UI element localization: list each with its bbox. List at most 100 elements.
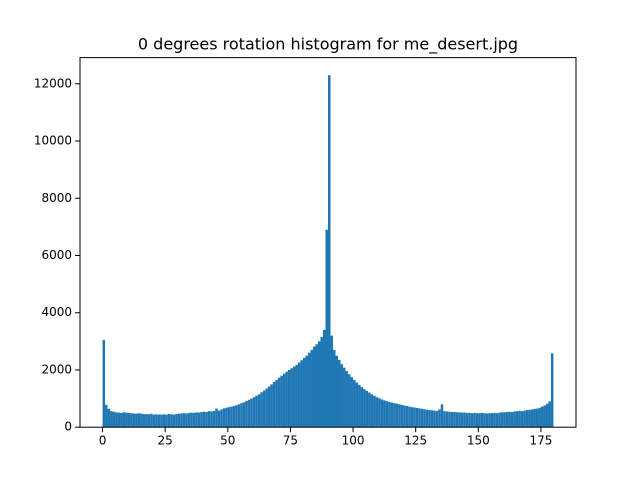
bar [242, 402, 246, 428]
bar [493, 412, 496, 428]
bar [140, 413, 143, 428]
bar [260, 392, 263, 428]
bar [405, 406, 409, 428]
bar [490, 413, 494, 428]
bar [438, 409, 441, 428]
bar [445, 411, 449, 428]
bar [520, 411, 524, 428]
bar [177, 413, 181, 428]
bar [345, 371, 349, 428]
bar [225, 407, 228, 428]
bar [227, 407, 231, 428]
bar [272, 381, 276, 428]
bar [398, 404, 401, 428]
bar [310, 349, 313, 428]
bar [325, 229, 328, 428]
bar [335, 355, 339, 428]
bar [102, 339, 106, 428]
bar [408, 406, 411, 428]
x-tick-label: 150 [467, 434, 490, 448]
bar [505, 412, 509, 428]
bar [513, 411, 516, 428]
x-tick-label: 100 [342, 434, 365, 448]
x-tick-label: 125 [404, 434, 427, 448]
bar [302, 357, 306, 428]
bar [415, 408, 419, 428]
x-tick-label: 25 [158, 434, 173, 448]
bar [478, 413, 481, 428]
bar [217, 410, 221, 428]
bar [425, 409, 429, 428]
bar [202, 411, 206, 428]
bar [363, 389, 366, 428]
bar [312, 346, 316, 428]
bar [265, 388, 268, 428]
bar [333, 349, 336, 428]
bar [355, 382, 359, 428]
bar [125, 412, 128, 428]
bar [297, 362, 301, 428]
bar [135, 413, 138, 428]
bar [525, 410, 529, 428]
bar [383, 400, 386, 428]
bar [348, 374, 351, 428]
bar [247, 399, 251, 428]
bar [480, 412, 484, 428]
bar [317, 341, 321, 428]
y-tick-label: 8000 [41, 191, 72, 205]
bar [200, 412, 203, 428]
bar [182, 413, 186, 428]
bar [222, 408, 226, 428]
bar [543, 405, 546, 428]
bar [453, 412, 456, 428]
bar [448, 411, 451, 428]
bar [230, 406, 233, 428]
bar [192, 412, 196, 428]
bar [433, 410, 436, 428]
bar [167, 414, 171, 428]
bar [450, 412, 454, 428]
bar [285, 371, 288, 428]
y-tick-label: 4000 [41, 305, 72, 319]
bar [528, 409, 531, 428]
bar [152, 414, 156, 428]
bar [190, 412, 193, 428]
bar [548, 401, 551, 428]
bar [105, 404, 108, 428]
bar [300, 360, 303, 428]
x-tick-label: 175 [529, 434, 552, 448]
bar [390, 402, 394, 428]
bar [215, 408, 218, 428]
bar [185, 413, 188, 428]
bar [212, 410, 216, 428]
bar [465, 412, 469, 428]
bar [330, 335, 334, 428]
bar [358, 384, 361, 428]
bar [277, 377, 281, 428]
bar [440, 404, 444, 428]
bar [353, 379, 356, 428]
y-tick-label: 2000 [41, 362, 72, 376]
bar [373, 395, 376, 428]
bar [207, 411, 211, 428]
bar [137, 413, 141, 428]
bar [257, 394, 261, 428]
bar [235, 405, 238, 428]
bar [360, 387, 364, 428]
bar [180, 413, 183, 428]
y-tick-label: 12000 [34, 76, 72, 90]
bar [110, 411, 113, 428]
bar [328, 75, 331, 428]
bar [403, 405, 406, 428]
bar [237, 404, 241, 428]
bar [343, 367, 346, 428]
bar [458, 412, 461, 428]
bar [488, 413, 491, 428]
bar [120, 412, 123, 428]
bar [240, 403, 243, 428]
bar [107, 408, 111, 428]
bar [455, 412, 459, 428]
axes-frame [79, 57, 577, 428]
bar [195, 412, 198, 428]
